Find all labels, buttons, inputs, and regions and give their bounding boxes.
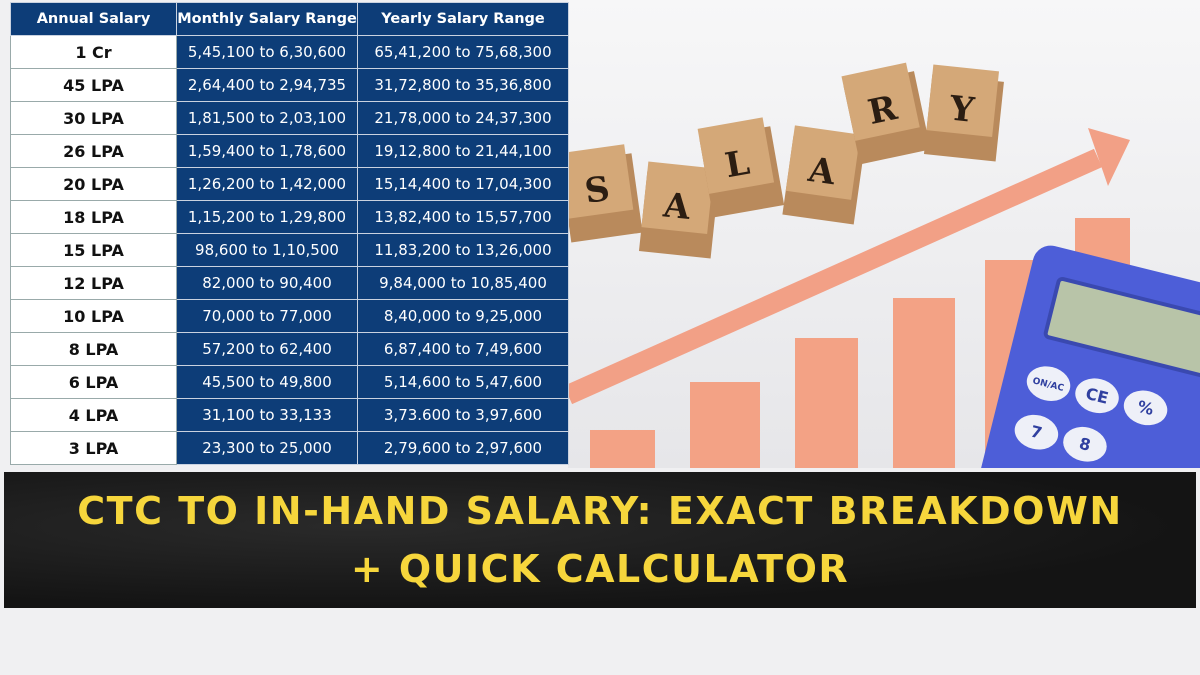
- salary-cell: 30 LPA: [10, 101, 177, 135]
- calc-key: [1014, 414, 1059, 450]
- range-cell: 11,83,200 to 13,26,000: [357, 233, 569, 267]
- range-cell: 5,14,600 to 5,47,600: [357, 365, 569, 399]
- block-letter: Y: [947, 88, 977, 130]
- block-face: [568, 144, 634, 219]
- block: L: [697, 117, 785, 218]
- range-cell: 1,15,200 to 1,29,800: [176, 200, 358, 234]
- table-row: 12 LPA 82,000 to 90,400 9,84,000 to 10,85,…: [10, 266, 569, 300]
- range-cell: 82,000 to 90,400: [176, 266, 358, 300]
- arrow: [568, 128, 1130, 405]
- range-cell: 3,73.600 to 3,97,600: [357, 398, 569, 432]
- header-cell: Monthly Salary Range: [176, 2, 358, 36]
- block: S: [568, 144, 643, 243]
- table-row: 1 Cr 5,45,100 to 6,30,600 65,41,200 to 75,…: [10, 35, 569, 69]
- table-row: 8 LPA 57,200 to 62,400 6,87,400 to 7,49,60…: [10, 332, 569, 366]
- salary-cell: 20 LPA: [10, 167, 177, 201]
- range-cell: 1,59,400 to 1,78,600: [176, 134, 358, 168]
- header-cell: Annual Salary: [10, 2, 177, 36]
- table-row: 6 LPA 45,500 to 49,800 5,14,600 to 5,47,60…: [10, 365, 569, 399]
- range-cell: 9,84,000 to 10,85,400: [357, 266, 569, 300]
- calculator: ON/AC CE%78: [978, 245, 1200, 468]
- table-row: 15 LPA 98,600 to 1,10,500 11,83,200 to 13,…: [10, 233, 569, 267]
- block-face: [697, 117, 775, 194]
- table-row: 45 LPA 2,64,400 to 2,94,735 31,72,800 to 3…: [10, 68, 569, 102]
- banner: CTC TO IN-HAND SALARY: EXACT BREAKDOWN + …: [4, 472, 1196, 608]
- table-row: 18 LPA 1,15,200 to 1,29,800 13,82,400 to 1…: [10, 200, 569, 234]
- salary-cell: 18 LPA: [10, 200, 177, 234]
- banner-title-line: CTC TO IN-HAND SALARY: EXACT BREAKDOWN: [77, 489, 1123, 533]
- block-letter: A: [805, 150, 838, 194]
- block-face: [841, 62, 920, 141]
- salary-cell: 4 LPA: [10, 398, 177, 432]
- block: Y: [923, 64, 1004, 162]
- range-cell: 65,41,200 to 75,68,300: [357, 35, 569, 69]
- block: A: [782, 125, 865, 225]
- salary-table: Annual Salary Monthly Salary Range Yearly …: [10, 2, 569, 465]
- salary-cell: 26 LPA: [10, 134, 177, 168]
- table-row: 10 LPA 70,000 to 77,000 8,40,000 to 9,25,0…: [10, 299, 569, 333]
- salary-cell: 10 LPA: [10, 299, 177, 333]
- calc-key: [1075, 378, 1119, 414]
- block-letter: A: [661, 185, 693, 228]
- block-letter: S: [582, 169, 612, 212]
- salary-cell: 8 LPA: [10, 332, 177, 366]
- range-cell: 19,12,800 to 21,44,100: [357, 134, 569, 168]
- calc-key-label: CE: [1084, 384, 1111, 408]
- block-face: [641, 161, 715, 234]
- salary-cell: 3 LPA: [10, 431, 177, 465]
- range-cell: 70,000 to 77,000: [176, 299, 358, 333]
- banner-title-line: + QUICK CALCULATOR: [350, 547, 850, 591]
- table-row: 3 LPA 23,300 to 25,000 2,79,600 to 2,97,60…: [10, 431, 569, 465]
- header-cell: Yearly Salary Range: [357, 2, 569, 36]
- calc-key: [1026, 366, 1071, 401]
- salary-cell: 15 LPA: [10, 233, 177, 267]
- calc-key-label: 8: [1077, 434, 1092, 455]
- calc-key-label: %: [1135, 397, 1155, 419]
- salary-cell: 45 LPA: [10, 68, 177, 102]
- block: A: [638, 161, 719, 259]
- range-cell: 2,64,400 to 2,94,735: [176, 68, 358, 102]
- range-cell: 8,40,000 to 9,25,000: [357, 299, 569, 333]
- range-cell: 15,14,400 to 17,04,300: [357, 167, 569, 201]
- range-cell: 5,45,100 to 6,30,600: [176, 35, 358, 69]
- range-cell: 2,79,600 to 2,97,600: [357, 431, 569, 465]
- range-cell: 57,200 to 62,400: [176, 332, 358, 366]
- salary-cell: 6 LPA: [10, 365, 177, 399]
- header-row: Annual Salary Monthly Salary Range Yearly …: [10, 2, 569, 36]
- range-cell: 1,81,500 to 2,03,100: [176, 101, 358, 135]
- range-cell: 31,100 to 33,133: [176, 398, 358, 432]
- letter-blocks: S AL AR Y: [568, 62, 1004, 259]
- salary-cell: 12 LPA: [10, 266, 177, 300]
- table-row: 20 LPA 1,26,200 to 1,42,000 15,14,400 to 1…: [10, 167, 569, 201]
- range-cell: 6,87,400 to 7,49,600: [357, 332, 569, 366]
- range-cell: 45,500 to 49,800: [176, 365, 358, 399]
- range-cell: 23,300 to 25,000: [176, 431, 358, 465]
- table-row: 30 LPA 1,81,500 to 2,03,100 21,78,000 to 2…: [10, 101, 569, 135]
- range-cell: 13,82,400 to 15,57,700: [357, 200, 569, 234]
- range-cell: 1,26,200 to 1,42,000: [176, 167, 358, 201]
- salary-cell: 1 Cr: [10, 35, 177, 69]
- table-row: 26 LPA 1,59,400 to 1,78,600 19,12,800 to 2…: [10, 134, 569, 168]
- calc-key: [1123, 390, 1168, 426]
- range-cell: 31,72,800 to 35,36,800: [357, 68, 569, 102]
- block-face: [785, 125, 861, 200]
- block: R: [841, 62, 931, 165]
- calc-key-label: 7: [1029, 422, 1044, 443]
- block-face: [926, 64, 1000, 137]
- photo: S AL AR Y ON/AC CE%78: [568, 0, 1200, 468]
- calc-key: [1063, 426, 1107, 462]
- range-cell: 21,78,000 to 24,37,300: [357, 101, 569, 135]
- table-row: 4 LPA 31,100 to 33,133 3,73.600 to 3,97,60…: [10, 398, 569, 432]
- range-cell: 98,600 to 1,10,500: [176, 233, 358, 267]
